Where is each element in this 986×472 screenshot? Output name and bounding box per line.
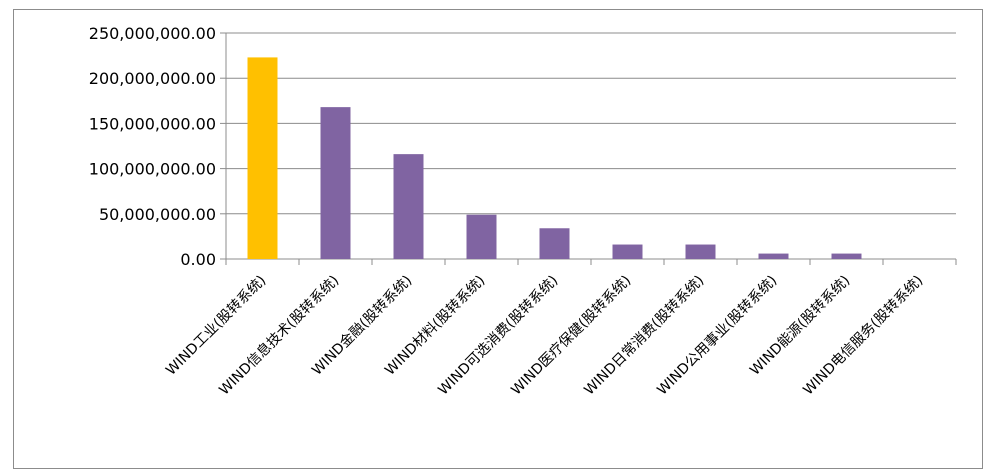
y-tick-label: 200,000,000.00: [89, 69, 216, 88]
bar: [247, 57, 278, 259]
bar: [393, 154, 424, 259]
category-label: WIND日常消费(股转系统): [581, 273, 707, 399]
y-tick-label: 0.00: [180, 250, 216, 269]
bar: [758, 253, 789, 259]
category-label: WIND信息技术(股转系统): [216, 272, 343, 399]
category-label: WIND公用事业(股转系统): [654, 273, 780, 399]
category-label: WIND可选消费(股转系统): [435, 273, 561, 399]
bar: [320, 107, 351, 260]
bar: [685, 244, 716, 259]
y-tick-label: 150,000,000.00: [89, 114, 216, 133]
category-label: WIND电信服务(股转系统): [800, 273, 926, 399]
bar: [466, 214, 497, 259]
y-tick-label: 250,000,000.00: [89, 24, 216, 43]
bar: [612, 244, 643, 259]
chart-frame: [13, 9, 983, 469]
bar: [831, 253, 862, 259]
bar: [539, 228, 570, 259]
category-label: WIND医疗保健(股转系统): [508, 273, 634, 399]
y-tick-label: 100,000,000.00: [89, 160, 216, 179]
y-tick-label: 50,000,000.00: [99, 205, 216, 224]
